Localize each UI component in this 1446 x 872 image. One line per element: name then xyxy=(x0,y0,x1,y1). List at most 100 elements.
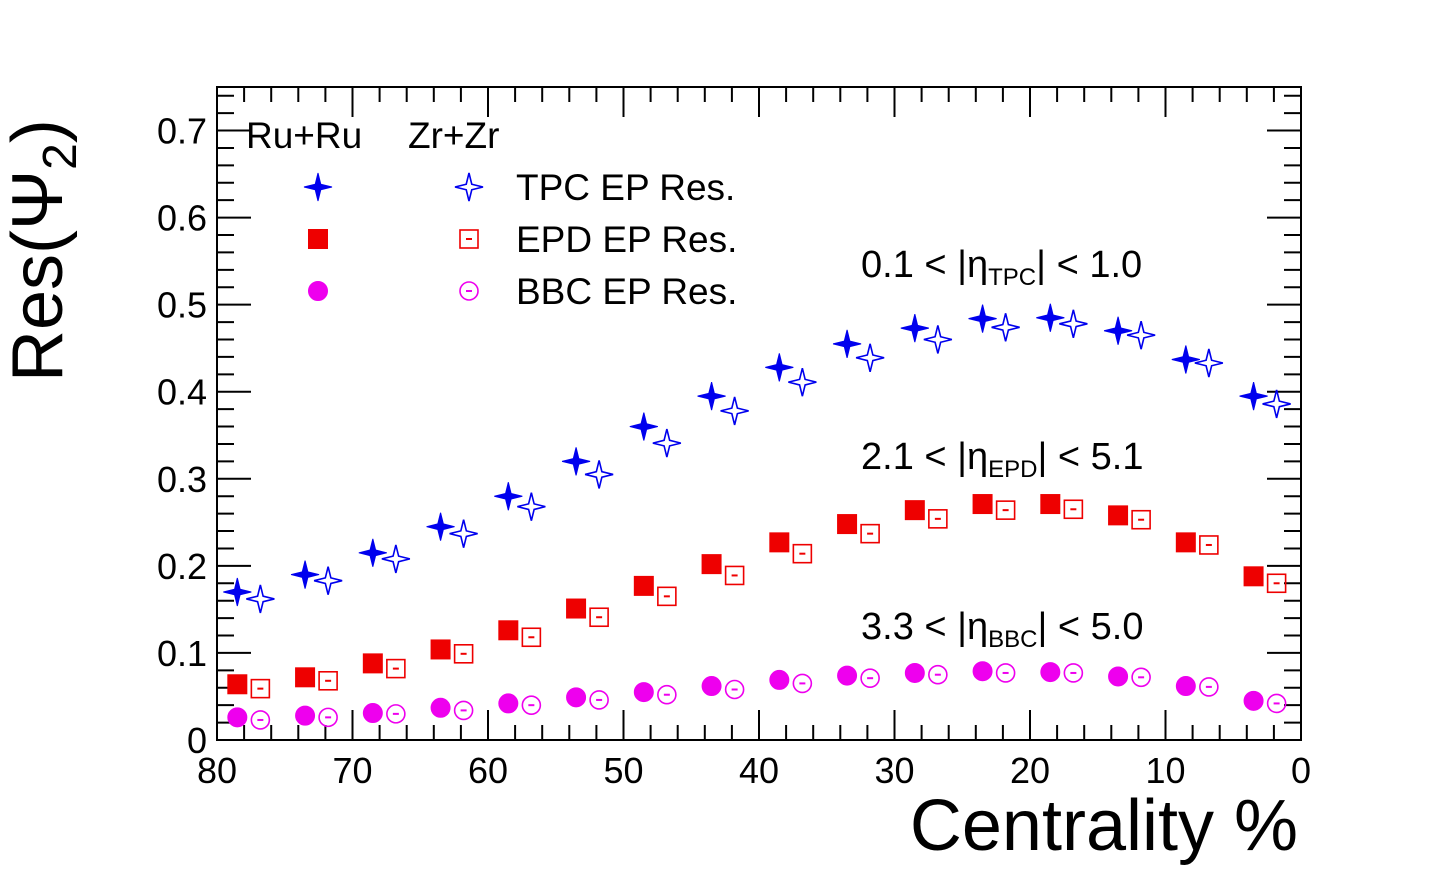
data-point xyxy=(1194,348,1224,378)
series-bbc-ru xyxy=(227,661,1264,728)
data-point xyxy=(426,512,455,541)
data-point xyxy=(521,627,542,648)
data-point xyxy=(318,670,338,691)
data-point xyxy=(517,492,546,521)
y-tick-label: 0.1 xyxy=(157,633,207,674)
data-point xyxy=(246,584,275,614)
data-point xyxy=(1131,509,1151,530)
data-point xyxy=(1266,693,1287,714)
series-bbc-zr xyxy=(250,663,1287,730)
data-point xyxy=(1175,532,1196,553)
data-point xyxy=(295,667,316,688)
data-point xyxy=(1108,505,1129,526)
legend-label-bbc: BBC EP Res. xyxy=(516,271,737,312)
y-tick-label: 0.5 xyxy=(157,285,207,326)
data-point xyxy=(928,664,948,685)
data-point xyxy=(765,353,794,382)
data-point xyxy=(250,678,271,699)
data-point xyxy=(566,687,587,708)
data-point xyxy=(837,665,858,686)
legend: Ru+Ru Zr+Zr TPC EP Res. EPD EP Res. BBC … xyxy=(246,115,737,312)
data-point xyxy=(386,704,406,724)
x-tick-label: 70 xyxy=(332,750,372,791)
data-point xyxy=(972,661,993,682)
data-point xyxy=(430,639,451,660)
legend-marker xyxy=(459,281,479,301)
x-tick-label: 0 xyxy=(1291,750,1311,791)
data-point xyxy=(928,509,948,529)
data-point xyxy=(223,577,252,607)
y-tick-label: 0.3 xyxy=(157,459,207,500)
data-point xyxy=(701,554,722,575)
annotation-tpc-eta: 0.1 < |ηTPC| < 1.0 xyxy=(861,244,1142,291)
series-epd-zr xyxy=(250,499,1287,699)
legend-marker xyxy=(308,229,328,249)
legend-header-ru: Ru+Ru xyxy=(246,115,362,156)
data-point xyxy=(995,663,1016,683)
data-point xyxy=(792,543,813,564)
data-point xyxy=(657,586,677,607)
legend-label-tpc: TPC EP Res. xyxy=(516,167,735,208)
data-point xyxy=(788,367,817,397)
data-point xyxy=(904,500,925,521)
data-point xyxy=(362,703,383,724)
data-point xyxy=(1131,667,1151,688)
series-tpc-ru xyxy=(223,303,1268,607)
series-tpc-zr xyxy=(246,309,1291,614)
data-point xyxy=(1175,676,1196,697)
data-point xyxy=(860,523,880,544)
x-tick-label: 10 xyxy=(1145,750,1185,791)
data-point xyxy=(1040,494,1061,515)
data-point xyxy=(991,313,1020,342)
y-tick-label: 0.6 xyxy=(157,198,207,239)
data-point xyxy=(923,325,953,354)
data-point xyxy=(995,500,1016,520)
data-point xyxy=(860,668,880,688)
x-tick-label: 40 xyxy=(739,750,779,791)
data-point xyxy=(1126,320,1156,350)
data-point xyxy=(250,710,271,730)
data-point xyxy=(1199,535,1219,555)
data-point xyxy=(1171,345,1200,374)
data-point xyxy=(494,482,523,511)
legend-label-epd: EPD EP Res. xyxy=(516,219,737,260)
data-point xyxy=(652,428,682,458)
data-point xyxy=(724,679,745,700)
data-point xyxy=(362,653,383,674)
data-point xyxy=(227,674,248,695)
data-point xyxy=(227,707,248,728)
data-point xyxy=(290,560,320,589)
data-point xyxy=(904,662,925,683)
data-point xyxy=(1199,677,1219,697)
data-point xyxy=(1108,666,1129,687)
data-point xyxy=(521,695,542,715)
data-point xyxy=(498,620,519,641)
data-point xyxy=(386,658,406,679)
legend-marker xyxy=(459,229,479,249)
data-point xyxy=(1243,566,1264,587)
data-point xyxy=(358,538,387,567)
data-point xyxy=(724,565,745,586)
data-point xyxy=(633,682,654,703)
y-tick-label: 0.7 xyxy=(157,111,207,152)
data-point xyxy=(657,684,677,705)
y-tick-label: 0 xyxy=(187,720,207,761)
legend-marker xyxy=(308,281,328,301)
y-tick-label: 0.4 xyxy=(157,372,207,413)
data-point xyxy=(855,343,885,372)
data-point xyxy=(697,381,726,411)
data-point xyxy=(318,707,338,728)
data-point xyxy=(1063,663,1084,683)
data-point xyxy=(1040,662,1061,683)
data-point xyxy=(589,607,609,628)
data-point xyxy=(313,566,343,595)
data-point xyxy=(1103,316,1133,345)
axis-tick-labels: 80 70 60 50 40 30 20 10 0 0 0.1 0.2 0.3 0.4 0.5 0.6 0.7 xyxy=(157,111,1311,791)
data-point xyxy=(449,519,478,548)
data-point xyxy=(837,514,858,535)
x-axis-title: Centrality % xyxy=(910,786,1298,866)
data-point xyxy=(968,304,997,333)
data-point xyxy=(1036,303,1065,332)
legend-markers xyxy=(303,172,484,301)
